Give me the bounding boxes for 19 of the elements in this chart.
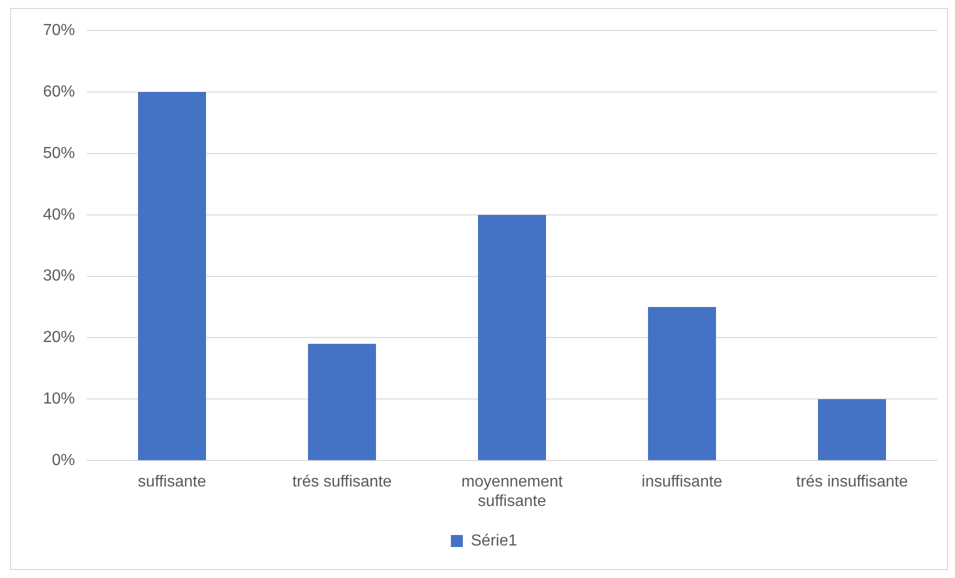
x-tick-label: trés insuffisante xyxy=(796,474,908,491)
y-tick-label: 40% xyxy=(42,206,76,224)
legend-label: Série1 xyxy=(470,532,518,550)
bar xyxy=(648,307,716,460)
x-tick-label: suffisante xyxy=(138,474,206,491)
y-tick-label: 0% xyxy=(52,452,76,470)
bar xyxy=(818,399,886,460)
y-tick-label: 50% xyxy=(42,144,76,162)
x-tick-label: moyennement suffisante xyxy=(461,474,564,510)
x-tick-label: insuffisante xyxy=(642,474,722,491)
y-tick-label: 20% xyxy=(42,329,76,346)
bar xyxy=(308,344,376,460)
bar xyxy=(138,92,206,460)
y-tick-label: 30% xyxy=(42,268,76,285)
bar xyxy=(478,214,546,460)
y-tick-label: 10% xyxy=(42,390,76,408)
y-tick-label: 70% xyxy=(42,22,76,40)
y-tick-label: 60% xyxy=(42,83,76,100)
x-tick-label: trés suffisante xyxy=(292,474,392,491)
